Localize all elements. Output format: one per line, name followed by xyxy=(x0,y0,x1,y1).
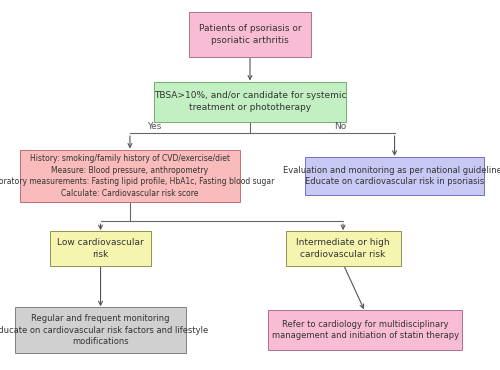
Text: Refer to cardiology for multidisciplinary
management and initiation of statin th: Refer to cardiology for multidisciplinar… xyxy=(272,320,458,340)
FancyBboxPatch shape xyxy=(15,307,186,353)
Text: History: smoking/family history of CVD/exercise/diet
Measure: Blood pressure, an: History: smoking/family history of CVD/e… xyxy=(0,154,274,198)
Text: Intermediate or high
cardiovascular risk: Intermediate or high cardiovascular risk xyxy=(296,238,390,259)
Text: No: No xyxy=(334,122,347,131)
Text: Evaluation and monitoring as per national guidelines
Educate on cardiovascular r: Evaluation and monitoring as per nationa… xyxy=(283,165,500,186)
FancyBboxPatch shape xyxy=(154,82,346,121)
FancyBboxPatch shape xyxy=(20,149,240,202)
Text: TBSA>10%, and/or candidate for systemic
treatment or phototherapy: TBSA>10%, and/or candidate for systemic … xyxy=(154,91,346,112)
FancyBboxPatch shape xyxy=(50,231,151,266)
Text: Regular and frequent monitoring
Educate on cardiovascular risk factors and lifes: Regular and frequent monitoring Educate … xyxy=(0,314,208,346)
Text: Yes: Yes xyxy=(148,122,162,131)
FancyBboxPatch shape xyxy=(286,231,401,266)
FancyBboxPatch shape xyxy=(268,310,462,350)
FancyBboxPatch shape xyxy=(189,12,311,57)
Text: Low cardiovascular
risk: Low cardiovascular risk xyxy=(57,238,144,259)
FancyBboxPatch shape xyxy=(305,157,484,195)
Text: Patients of psoriasis or
psoriatic arthritis: Patients of psoriasis or psoriatic arthr… xyxy=(198,24,302,45)
